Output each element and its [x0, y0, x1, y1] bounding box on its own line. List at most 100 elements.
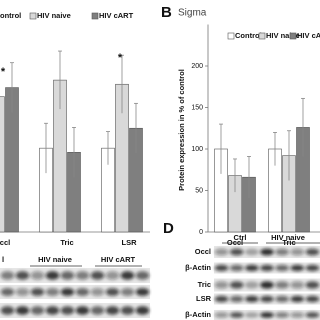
blot-band: [245, 295, 259, 303]
blot-header: HIV cART: [101, 255, 136, 264]
blot-band: [245, 248, 259, 256]
blot-band: [229, 281, 244, 289]
blot-band: [0, 306, 15, 315]
blot-header: Ctrl: [234, 233, 247, 242]
blot-band: [15, 271, 30, 280]
blot-band: [245, 264, 259, 272]
blot-band: [45, 271, 60, 280]
blot-header: HIV naive: [38, 255, 72, 264]
blot-band: [229, 264, 244, 272]
blot-band: [90, 288, 105, 296]
blot-band: [30, 271, 45, 280]
blot-band: [260, 248, 274, 256]
blot-band: [305, 295, 320, 303]
blot-band: [245, 312, 259, 318]
significance-star: *: [118, 52, 123, 64]
blot-band: [60, 306, 75, 315]
blot-band: [90, 306, 105, 315]
legend-swatch: [227, 32, 235, 40]
blot-band: [275, 264, 289, 272]
blot-band: [290, 295, 305, 303]
blot-band: [214, 312, 229, 318]
legend-swatch: [29, 12, 37, 20]
blot-band: [0, 288, 15, 296]
blot-band: [229, 248, 244, 256]
x-tick-label: Occl: [227, 238, 243, 247]
blot-band: [135, 288, 150, 296]
blot-band: [75, 288, 90, 296]
blot-band: [45, 306, 60, 315]
blot-band: [305, 312, 320, 318]
chart-title: Sigma: [178, 8, 207, 19]
blot-band: [260, 264, 274, 272]
blot-band: [245, 281, 259, 289]
blot-band: [30, 288, 45, 296]
blot-band: [290, 264, 305, 272]
blot-band: [214, 281, 229, 289]
blot-band: [290, 312, 305, 318]
legend-label: HIV naive: [37, 11, 71, 20]
blot-band: [275, 248, 289, 256]
blot-band: [45, 288, 60, 296]
legend-label: Control: [235, 31, 262, 40]
blot-band: [75, 306, 90, 315]
y-tick-label: 0: [199, 229, 203, 236]
blot-band: [60, 288, 75, 296]
blot-band: [260, 295, 274, 303]
panel-label: B: [161, 4, 172, 21]
blot-band: [290, 281, 305, 289]
blot-row-label: LSR: [196, 294, 212, 303]
x-tick-label: Tric: [60, 238, 73, 247]
blot-band: [214, 295, 229, 303]
blot-band: [135, 271, 150, 280]
y-tick-label: 50: [195, 187, 203, 194]
x-tick-label: ccl: [0, 238, 10, 247]
blot-band: [105, 306, 120, 315]
blot-band: [15, 288, 30, 296]
blot-band: [229, 295, 244, 303]
legend-label: HIV cART: [297, 31, 320, 40]
blot-header: l: [2, 255, 4, 264]
legend-label: HIV cART: [99, 11, 134, 20]
blot-band: [214, 264, 229, 272]
blot-band: [214, 248, 229, 256]
blot-band: [305, 248, 320, 256]
blot-band: [105, 271, 120, 280]
blot-row-label: Occl: [195, 247, 211, 256]
blot-band: [120, 306, 135, 315]
blot-band: [275, 281, 289, 289]
blot-band: [90, 271, 105, 280]
blot-band: [135, 306, 150, 315]
legend-swatch: [289, 32, 297, 40]
y-tick-label: 150: [191, 104, 203, 111]
blot-band: [0, 271, 15, 280]
panel-label: D: [163, 220, 174, 237]
blot-row-label: Tric: [198, 280, 211, 289]
blot-row-label: β-Actin: [185, 263, 211, 272]
legend-swatch: [258, 32, 266, 40]
blot-band: [260, 312, 274, 318]
bar: [0, 96, 5, 233]
blot-band: [275, 312, 289, 318]
blot-band: [120, 288, 135, 296]
blot-band: [305, 281, 320, 289]
blot-band: [30, 306, 45, 315]
blot-band: [305, 264, 320, 272]
significance-star: *: [1, 66, 6, 78]
blot-row-label: β-Actin: [185, 310, 211, 319]
x-tick-label: LSR: [122, 238, 138, 247]
blot-band: [290, 248, 305, 256]
legend-label: ontrol: [0, 11, 21, 20]
blot-header: HIV naive: [271, 233, 305, 242]
y-axis-label: Protein expression in % of control: [177, 69, 186, 191]
blot-band: [75, 271, 90, 280]
blot-band: [60, 271, 75, 280]
legend-swatch: [91, 12, 99, 20]
blot-band: [229, 312, 244, 318]
y-tick-label: 100: [191, 146, 203, 153]
y-tick-label: 200: [191, 63, 203, 70]
blot-band: [260, 281, 274, 289]
blot-band: [120, 271, 135, 280]
x-tick-label: Tric: [282, 238, 295, 247]
